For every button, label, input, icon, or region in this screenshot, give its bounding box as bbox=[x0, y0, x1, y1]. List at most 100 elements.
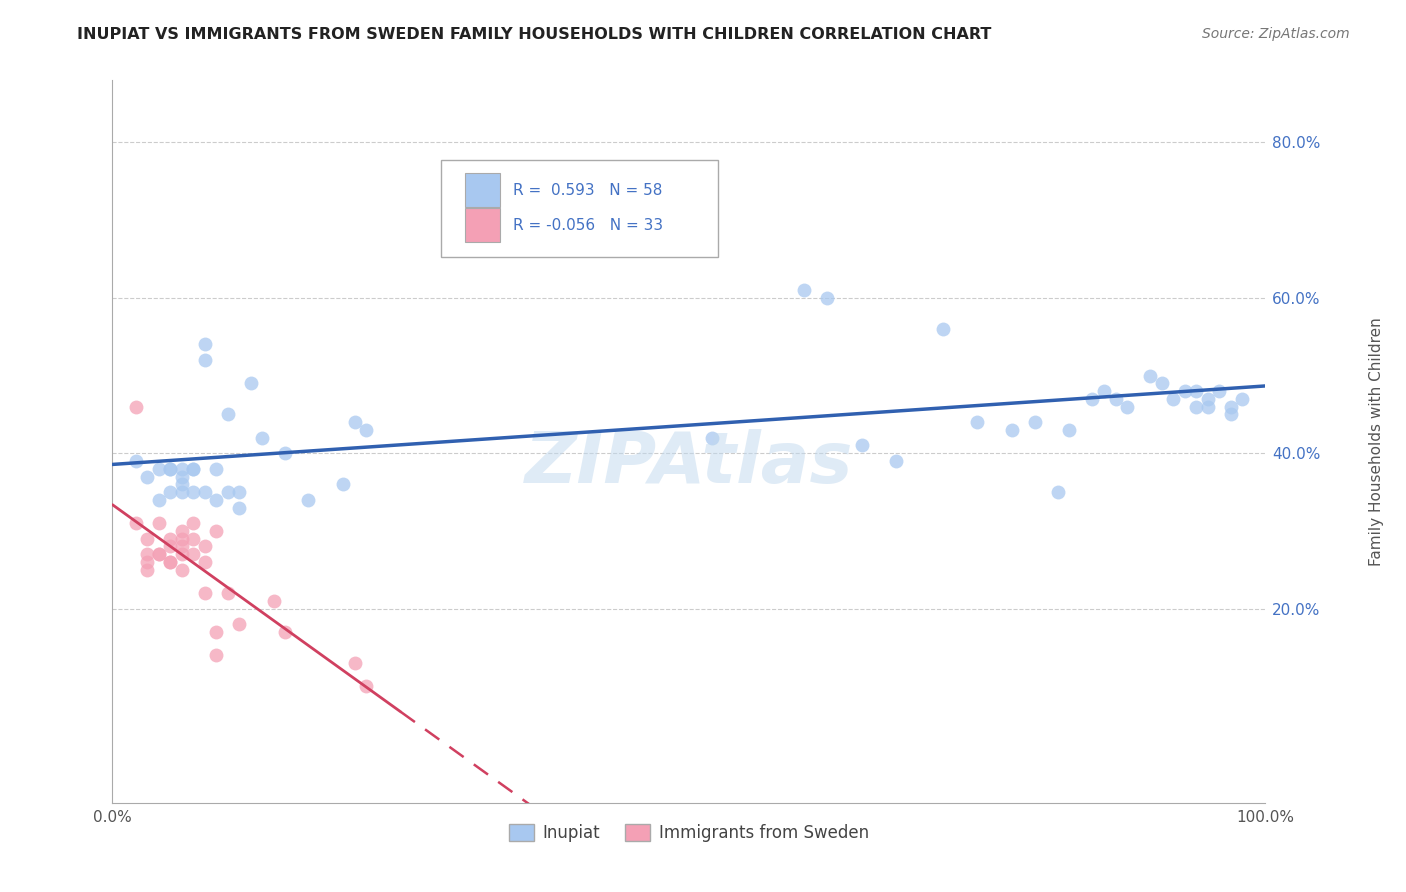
Point bbox=[678, 220, 700, 235]
Point bbox=[886, 454, 908, 468]
Point bbox=[1174, 384, 1197, 398]
Point bbox=[354, 679, 377, 693]
Point bbox=[170, 477, 193, 491]
Point bbox=[181, 461, 204, 475]
Point bbox=[1092, 384, 1115, 398]
Point bbox=[205, 492, 228, 507]
Point bbox=[851, 438, 873, 452]
Point bbox=[136, 555, 159, 569]
Point bbox=[263, 594, 285, 608]
Point bbox=[1046, 485, 1069, 500]
Point bbox=[170, 540, 193, 554]
Point bbox=[252, 431, 274, 445]
Point bbox=[136, 532, 159, 546]
FancyBboxPatch shape bbox=[465, 208, 501, 242]
Point bbox=[1104, 392, 1126, 406]
Point bbox=[170, 469, 193, 483]
Point bbox=[194, 586, 217, 600]
Point bbox=[1197, 400, 1219, 414]
Point bbox=[1024, 415, 1046, 429]
FancyBboxPatch shape bbox=[465, 173, 501, 208]
Point bbox=[194, 485, 217, 500]
Point bbox=[136, 547, 159, 561]
Point bbox=[332, 477, 354, 491]
Point bbox=[239, 376, 262, 391]
Point bbox=[1150, 376, 1173, 391]
Point bbox=[159, 555, 181, 569]
Point bbox=[1197, 392, 1219, 406]
Point bbox=[170, 532, 193, 546]
Point bbox=[148, 492, 170, 507]
Point bbox=[170, 524, 193, 538]
Point bbox=[228, 485, 250, 500]
Point bbox=[1208, 384, 1230, 398]
Point bbox=[343, 656, 366, 670]
Point bbox=[181, 532, 204, 546]
Point bbox=[148, 461, 170, 475]
Point bbox=[194, 353, 217, 368]
Point bbox=[1185, 384, 1208, 398]
Point bbox=[274, 446, 297, 460]
Text: R = -0.056   N = 33: R = -0.056 N = 33 bbox=[513, 218, 662, 233]
Point bbox=[148, 547, 170, 561]
Text: ZIPAtlas: ZIPAtlas bbox=[524, 429, 853, 498]
Point bbox=[1185, 400, 1208, 414]
Point bbox=[159, 461, 181, 475]
Point bbox=[205, 524, 228, 538]
Point bbox=[170, 485, 193, 500]
Point bbox=[148, 516, 170, 530]
Point bbox=[700, 431, 723, 445]
Point bbox=[1081, 392, 1104, 406]
Point bbox=[1161, 392, 1184, 406]
Point bbox=[354, 423, 377, 437]
Point bbox=[159, 555, 181, 569]
Point bbox=[159, 461, 181, 475]
Point bbox=[124, 516, 146, 530]
Legend: Inupiat, Immigrants from Sweden: Inupiat, Immigrants from Sweden bbox=[502, 817, 876, 848]
Point bbox=[148, 547, 170, 561]
Text: R =  0.593   N = 58: R = 0.593 N = 58 bbox=[513, 184, 662, 198]
Point bbox=[181, 485, 204, 500]
Point bbox=[274, 624, 297, 639]
Point bbox=[931, 322, 953, 336]
Point bbox=[136, 563, 159, 577]
Point bbox=[159, 485, 181, 500]
Point bbox=[205, 461, 228, 475]
Point bbox=[217, 586, 239, 600]
Point bbox=[815, 291, 838, 305]
Point bbox=[194, 555, 217, 569]
Point bbox=[1139, 368, 1161, 383]
Point bbox=[1001, 423, 1024, 437]
Point bbox=[170, 547, 193, 561]
Point bbox=[297, 492, 319, 507]
Point bbox=[1116, 400, 1139, 414]
Point bbox=[217, 408, 239, 422]
Point bbox=[124, 454, 146, 468]
Point bbox=[194, 337, 217, 351]
Point bbox=[181, 547, 204, 561]
Text: INUPIAT VS IMMIGRANTS FROM SWEDEN FAMILY HOUSEHOLDS WITH CHILDREN CORRELATION CH: INUPIAT VS IMMIGRANTS FROM SWEDEN FAMILY… bbox=[77, 27, 991, 42]
Point bbox=[124, 400, 146, 414]
Point bbox=[136, 469, 159, 483]
Point bbox=[205, 648, 228, 663]
Point bbox=[194, 540, 217, 554]
Point bbox=[205, 624, 228, 639]
Point bbox=[181, 516, 204, 530]
Point bbox=[966, 415, 988, 429]
Point bbox=[1219, 400, 1241, 414]
Y-axis label: Family Households with Children: Family Households with Children bbox=[1369, 318, 1385, 566]
Point bbox=[228, 617, 250, 632]
Point bbox=[228, 500, 250, 515]
Point bbox=[217, 485, 239, 500]
Point bbox=[1232, 392, 1254, 406]
Text: Source: ZipAtlas.com: Source: ZipAtlas.com bbox=[1202, 27, 1350, 41]
Point bbox=[159, 540, 181, 554]
Point bbox=[159, 532, 181, 546]
Point bbox=[1219, 408, 1241, 422]
Point bbox=[793, 283, 815, 297]
Point bbox=[1059, 423, 1081, 437]
Point bbox=[343, 415, 366, 429]
FancyBboxPatch shape bbox=[441, 160, 717, 257]
Point bbox=[170, 461, 193, 475]
Point bbox=[170, 563, 193, 577]
